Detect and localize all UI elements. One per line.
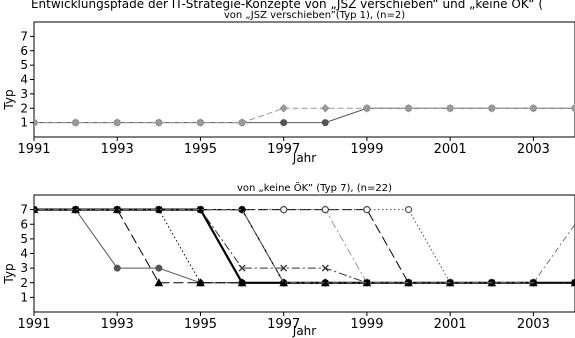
series-3-point	[196, 279, 204, 287]
series-9-point	[404, 206, 413, 214]
x-tick-label: 2001	[434, 317, 467, 332]
series-1-point	[155, 264, 163, 272]
panel-top-plot-area	[33, 21, 575, 138]
series-9-point	[363, 206, 371, 214]
series-5-point	[280, 264, 288, 272]
series-1-point	[113, 264, 121, 272]
panel-top-series	[34, 104, 575, 127]
series-2-line	[34, 209, 575, 284]
x-tick-label: 1995	[184, 142, 217, 157]
series-2-point	[113, 118, 122, 127]
series-2-point	[362, 104, 372, 113]
series-2-point	[279, 104, 288, 113]
series-2-point	[529, 104, 538, 113]
series-2-point	[196, 118, 205, 127]
series-1-point	[280, 119, 288, 127]
series-2-line	[34, 107, 575, 124]
y-tick-label: 1	[20, 290, 28, 304]
panel-top-xlabel: Jahr	[292, 151, 316, 165]
y-tick-label: 3	[20, 261, 28, 275]
panel-bottom-ylabel: Typ	[2, 263, 16, 284]
x-tick-label: 2001	[434, 142, 467, 157]
series-2-point	[487, 104, 496, 113]
series-9-point	[280, 206, 288, 214]
panel-bottom-title: von „keine ÖK” (Typ 7), (n=22)	[237, 181, 392, 194]
y-tick-label: 3	[20, 87, 28, 101]
y-tick-label: 6	[20, 217, 28, 231]
x-tick-label: 1991	[17, 142, 50, 157]
y-tick-label: 7	[20, 29, 28, 43]
series-11-line	[34, 209, 575, 284]
series-6-line	[34, 209, 575, 284]
series-4-point	[238, 279, 246, 287]
y-tick-label: 2	[20, 276, 28, 290]
x-tick-label: 1993	[101, 317, 134, 332]
series-10-point	[571, 279, 575, 287]
series-2-point	[237, 118, 247, 127]
series-2-point	[445, 104, 455, 113]
panel-top: von „JSZ verschieben”(Typ 1), (n=2) 1991…	[2, 10, 575, 165]
panel-top-ylabel: Typ	[2, 89, 16, 110]
series-4-line	[34, 208, 575, 284]
y-tick-label: 4	[20, 73, 28, 87]
series-2-point	[570, 104, 575, 113]
series-5-line	[34, 209, 575, 284]
series-5-point	[321, 264, 329, 272]
panel-top-title: von „JSZ verschieben”(Typ 1), (n=2)	[224, 10, 405, 21]
x-tick-label: 1991	[17, 317, 50, 332]
series-2-point	[154, 118, 164, 127]
y-tick-label: 5	[20, 232, 28, 246]
series-2-point	[34, 118, 39, 127]
series-2-point	[71, 118, 80, 127]
x-tick-label: 2003	[517, 317, 550, 332]
y-tick-label: 1	[20, 116, 28, 130]
x-tick-label: 1995	[184, 317, 217, 332]
series-5-point	[238, 264, 246, 272]
x-tick-label: 1999	[350, 142, 383, 157]
y-tick-label: 4	[20, 247, 28, 261]
x-tick-label: 1999	[350, 317, 383, 332]
y-tick-label: 2	[20, 101, 28, 115]
series-2-point	[404, 104, 413, 113]
series-10-line	[34, 209, 575, 284]
y-tick-label: 5	[20, 58, 28, 72]
series-9-point	[321, 206, 329, 214]
series-2-point	[154, 278, 164, 287]
series-1-point	[321, 119, 329, 127]
x-tick-label: 1997	[267, 142, 300, 157]
panel-bottom: von „keine ÖK” (Typ 7), (n=22) 1991 1993 1…	[2, 181, 575, 338]
panel-bottom-xlabel: Jahr	[292, 324, 316, 338]
series-2-point	[321, 104, 330, 113]
series-3-line	[34, 209, 575, 284]
x-tick-label: 2003	[517, 142, 550, 157]
y-tick-label: 7	[20, 203, 28, 217]
header-fragment: Entwicklungspfade der IT-Strategie-Konze…	[31, 0, 543, 11]
series-1-line	[34, 209, 575, 284]
y-tick-label: 6	[20, 44, 28, 58]
series-9-line	[34, 209, 575, 284]
x-tick-label: 1993	[101, 142, 134, 157]
panel-bottom-series	[34, 205, 575, 287]
x-tick-label: 1997	[267, 317, 300, 332]
series-8-line	[34, 209, 575, 284]
series-7-line	[34, 209, 575, 284]
